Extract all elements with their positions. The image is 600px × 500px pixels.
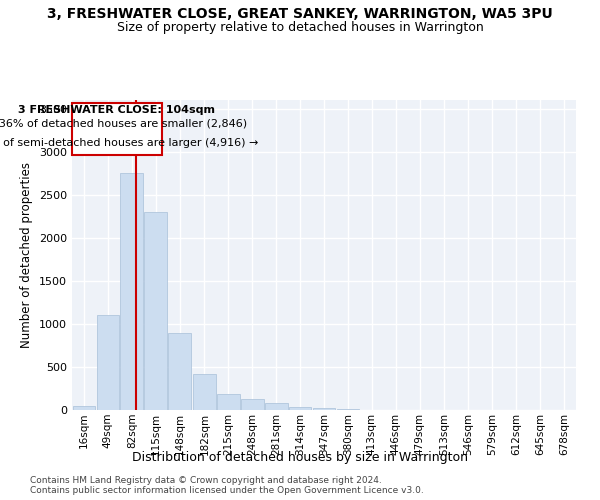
Y-axis label: Number of detached properties: Number of detached properties [20,162,34,348]
Text: ← 36% of detached houses are smaller (2,846): ← 36% of detached houses are smaller (2,… [0,118,247,128]
Bar [121,173,143,410]
Text: Size of property relative to detached houses in Warrington: Size of property relative to detached ho… [116,21,484,34]
Text: Distribution of detached houses by size in Warrington: Distribution of detached houses by size … [132,451,468,464]
Bar [169,332,191,410]
Bar [193,374,216,410]
Text: Contains public sector information licensed under the Open Government Licence v3: Contains public sector information licen… [30,486,424,495]
Bar [145,212,167,410]
Bar [217,394,239,410]
Text: 63% of semi-detached houses are larger (4,916) →: 63% of semi-detached houses are larger (… [0,138,259,148]
Bar [337,409,359,410]
Bar [241,399,263,410]
Text: 3 FRESHWATER CLOSE: 104sqm: 3 FRESHWATER CLOSE: 104sqm [19,106,215,116]
Text: Contains HM Land Registry data © Crown copyright and database right 2024.: Contains HM Land Registry data © Crown c… [30,476,382,485]
Bar [73,406,95,410]
FancyBboxPatch shape [72,102,162,155]
Bar [313,408,335,410]
Text: 3, FRESHWATER CLOSE, GREAT SANKEY, WARRINGTON, WA5 3PU: 3, FRESHWATER CLOSE, GREAT SANKEY, WARRI… [47,8,553,22]
Bar [97,316,119,410]
Bar [265,403,287,410]
Bar [289,406,311,410]
